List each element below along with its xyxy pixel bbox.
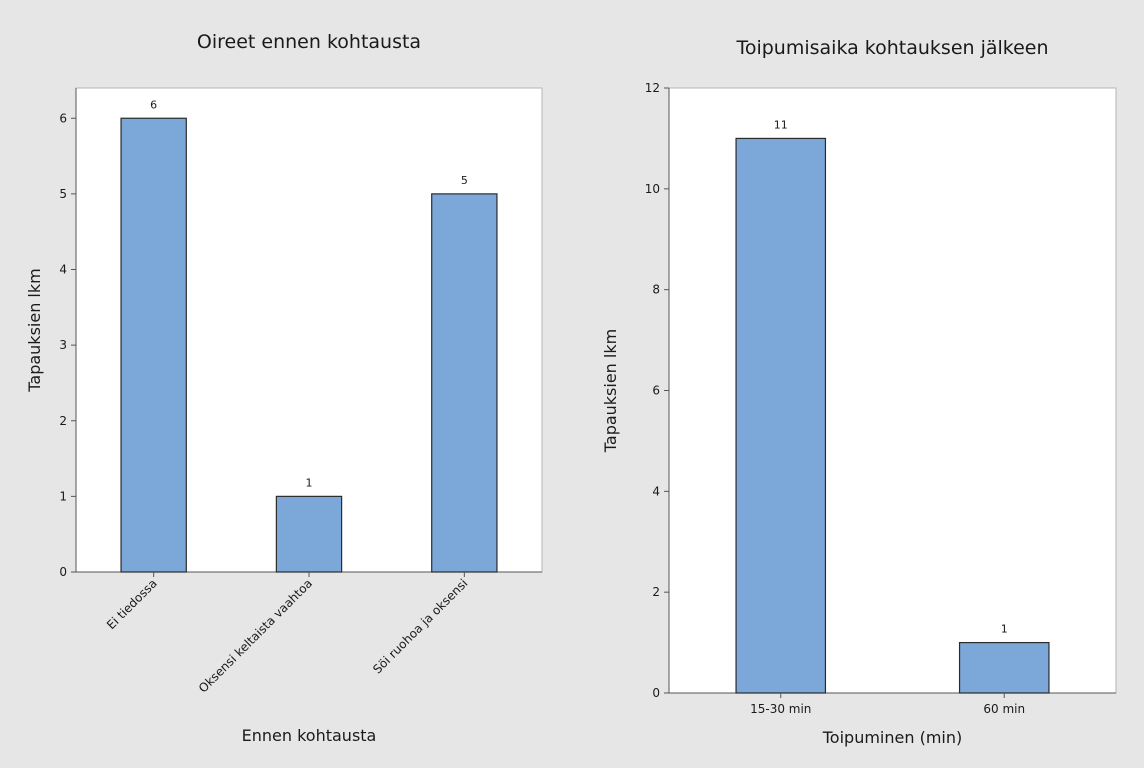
- bar-value-label: 5: [461, 174, 468, 187]
- bar-value-label: 6: [150, 98, 157, 111]
- bar-value-label: 1: [306, 476, 313, 489]
- chart-title: Oireet ennen kohtausta: [197, 31, 421, 53]
- y-tick-label: 0: [652, 686, 660, 700]
- bar: [431, 193, 498, 573]
- chart-panel-recovery: Toipumisaika kohtauksen jälkeen 0 2 4 6 8 10 12…: [601, 37, 1117, 747]
- y-tick-label: 5: [59, 187, 67, 201]
- y-tick-label: 0: [59, 565, 67, 579]
- bar: [120, 117, 187, 573]
- y-tick-label: 8: [652, 283, 660, 297]
- y-axis-label: Tapauksien lkm: [601, 329, 620, 453]
- x-axis-label: Toipuminen (min): [822, 728, 962, 747]
- y-tick-label: 10: [645, 182, 660, 196]
- bar-value-label: 1: [1001, 623, 1008, 636]
- y-tick-label: 6: [652, 384, 660, 398]
- y-tick-label: 4: [652, 484, 660, 498]
- bar: [735, 137, 827, 694]
- y-tick-label: 3: [59, 338, 67, 352]
- x-axis-label: Ennen kohtausta: [242, 726, 377, 745]
- y-tick-label: 1: [59, 489, 67, 503]
- y-tick-label: 2: [59, 414, 67, 428]
- bar-value-label: 11: [774, 118, 788, 131]
- x-category-label: 15-30 min: [750, 702, 811, 716]
- y-tick-label: 12: [645, 81, 660, 95]
- chart-title: Toipumisaika kohtauksen jälkeen: [735, 37, 1048, 59]
- y-tick-label: 6: [59, 111, 67, 125]
- y-axis-label: Tapauksien lkm: [25, 268, 44, 392]
- x-category-label: 60 min: [983, 702, 1025, 716]
- y-tick-label: 2: [652, 585, 660, 599]
- y-tick-label: 4: [59, 263, 67, 277]
- bar: [275, 495, 343, 573]
- bar: [958, 641, 1050, 694]
